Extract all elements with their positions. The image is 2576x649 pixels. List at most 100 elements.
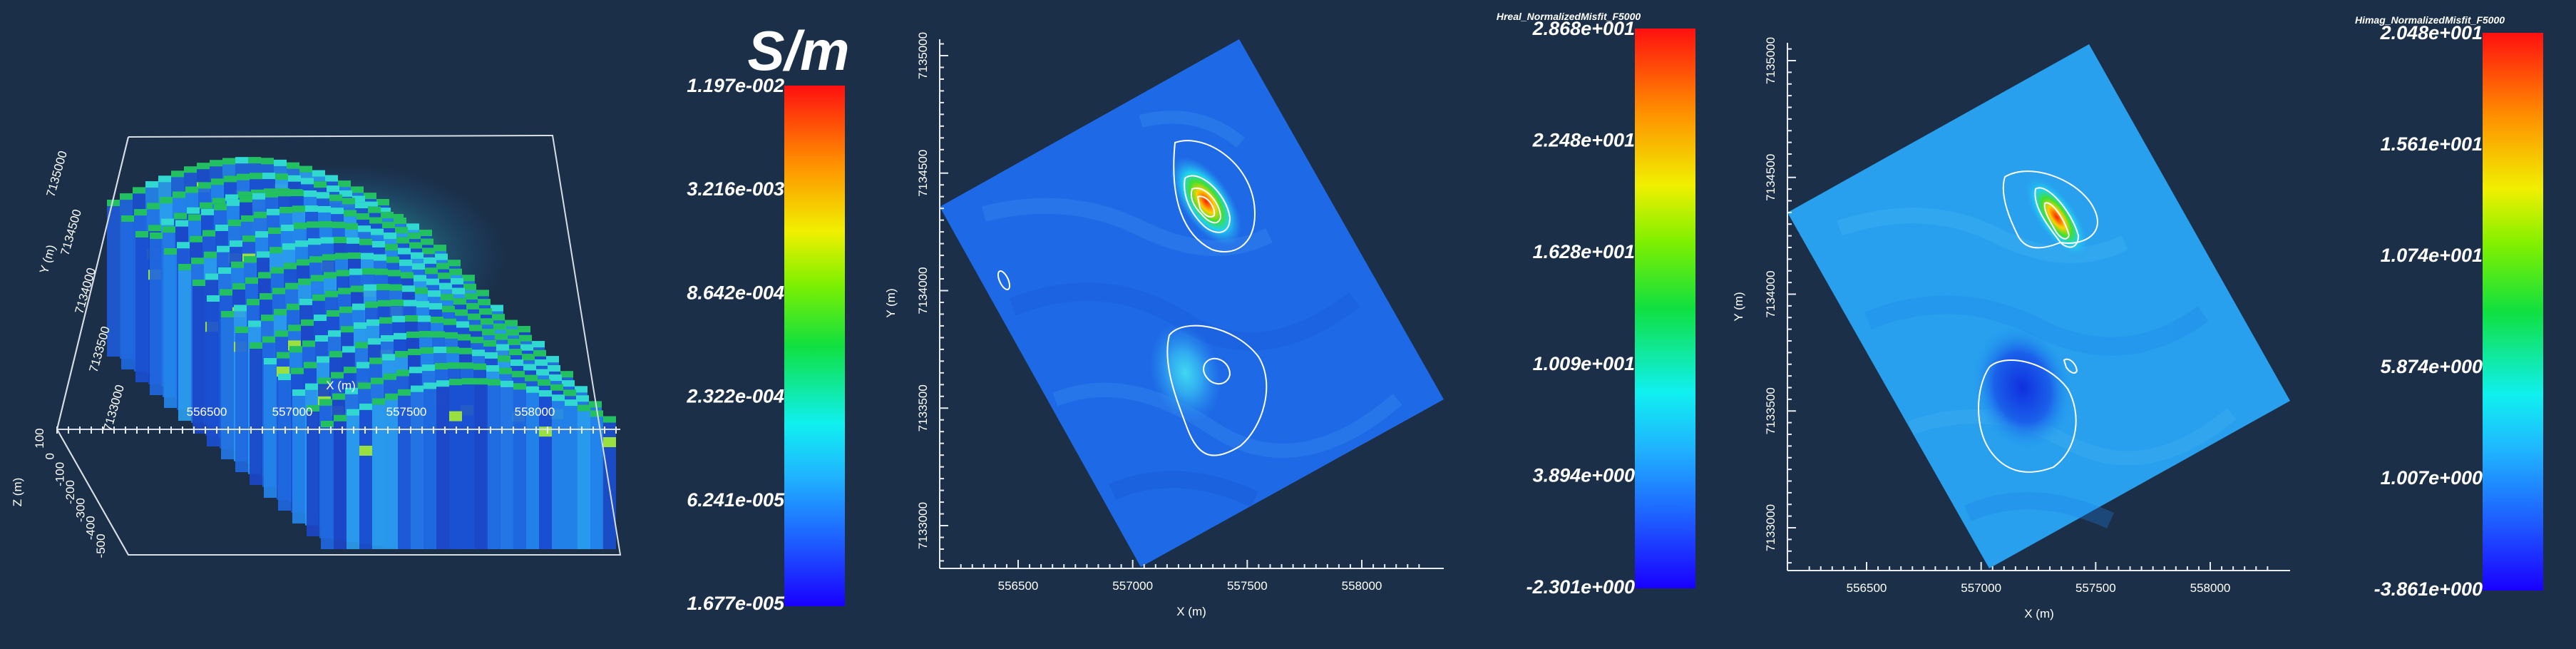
himag-colorbar-label: 1.561e+001 [2381,133,2483,155]
x-tick-label: 557500 [2075,581,2116,595]
volume-cell-top [552,394,565,402]
volume-cell-top [301,319,314,326]
volume-cell-top [301,178,314,185]
hreal-colorbar: Hreal_NormalizedMisfit_F5000 2.868e+0012… [1497,11,1695,598]
volume-cell-top [275,173,288,180]
volume-cell-top [221,311,234,317]
y-tick-label: 7135000 [1764,37,1777,84]
volume-cell-top [535,359,548,366]
y-tick-label: 7134500 [916,150,930,197]
volume-cell-top [396,237,409,244]
volume-cell-top [348,252,361,260]
volume-cell-top [369,357,382,364]
volume-cell-top [304,362,317,369]
volume-cell-top [289,346,302,353]
volume-cell-top [394,217,406,224]
volume-cell-top [344,367,356,374]
volume-cell-top [282,243,295,250]
volume-cell-top [327,310,339,317]
volume-cell-top [314,315,327,322]
himag-colorbar-labels: 2.048e+001 1.561e+001 1.074e+001 5.874e+000… [2374,22,2483,600]
volume-cell [150,232,163,395]
conductivity-colorbar-label: 1.677e-005 [687,593,785,614]
himag-colorbar-label: -3.861e+000 [2374,578,2483,600]
volume-cell-top [453,298,466,305]
volume-cell [164,248,177,408]
volume-cell-top [178,264,191,270]
volume-cell-top [148,225,161,232]
volume-cell-top [462,378,475,385]
hreal-texture [982,111,1402,507]
volume-z-tick-label: 0 [43,453,56,459]
volume-cell-top [315,334,328,342]
volume-highlight [449,411,462,421]
volume-cell-top [459,347,472,354]
volume-cell-top [426,278,439,285]
volume-cell-top [396,369,409,377]
volume-cell-top [304,190,317,198]
volume-cell-top [317,356,329,363]
volume-highlight [539,426,552,437]
volume-cell-top [398,247,411,255]
volume-cell-top [485,352,498,359]
volume-cell-top [228,220,241,227]
volume-cell-top [339,306,352,313]
volume-cell-top [361,252,374,260]
volume-cell-top [272,287,285,295]
volume-cell-top [395,351,408,358]
volume-cell-top [448,362,461,369]
volume-cell-top [376,284,389,291]
y-tick-label: 7134000 [1764,270,1777,317]
volume-cell-top [472,349,485,357]
volume-cell-top [372,398,385,405]
volume-cell-top [481,318,493,325]
volume-cell-top [398,389,411,396]
volume-cell-top [379,317,392,324]
volume-cell-top [421,238,433,245]
volume-cell-top [435,253,448,260]
volume-cell [278,374,291,511]
volume-cell-top [483,339,496,347]
volume-cell-top [501,380,513,387]
volume-cell-top [364,284,376,291]
volume-cell-top [519,334,532,342]
volume-cell-top [235,157,248,164]
volume-cell-top [305,205,318,213]
volume-cell-top [522,354,535,361]
volume-cell-top [248,320,261,327]
volume-cell-top [344,210,356,217]
volume-cell-top [308,238,321,245]
hreal-color-ramp [1635,29,1695,588]
volume-cell-top [231,261,244,268]
volume-blocks [107,157,616,549]
volume-cell-top [381,211,394,218]
volume-cell-top [347,237,359,244]
volume-cell [193,280,205,434]
conductivity-colorbar-label: 2.322e-004 [686,386,784,407]
volume-cell-top [325,175,338,182]
volume-cell-top [307,405,319,412]
volume-cell-top [465,293,478,300]
volume-cell-top [382,222,395,229]
volume-cell-top [345,223,358,230]
volume-cell-top [520,344,533,351]
volume-cell [603,416,616,549]
volume-cell-top [268,228,281,235]
volume-cell-top [578,404,590,412]
volume-cell-top [227,199,240,206]
volume-cell-top [324,272,337,279]
hreal-contours [997,140,1268,456]
volume-cell-top [419,331,432,338]
volume-cell-top [218,267,231,274]
volume-cell-top [349,268,362,275]
volume-cell-top [388,270,401,277]
volume-cell-top [240,195,252,203]
volume-cell-top [391,214,404,221]
volume-cell-top [401,272,414,279]
volume-cell-top [381,334,394,342]
volume-cell [565,399,578,549]
volume-cell-top [432,331,445,338]
conductivity-colorbar-labels: 1.197e-002 3.216e-003 8.642e-004 2.322e-004… [686,75,785,614]
volume-cell-top [562,380,575,387]
volume-cell-top [376,199,389,206]
